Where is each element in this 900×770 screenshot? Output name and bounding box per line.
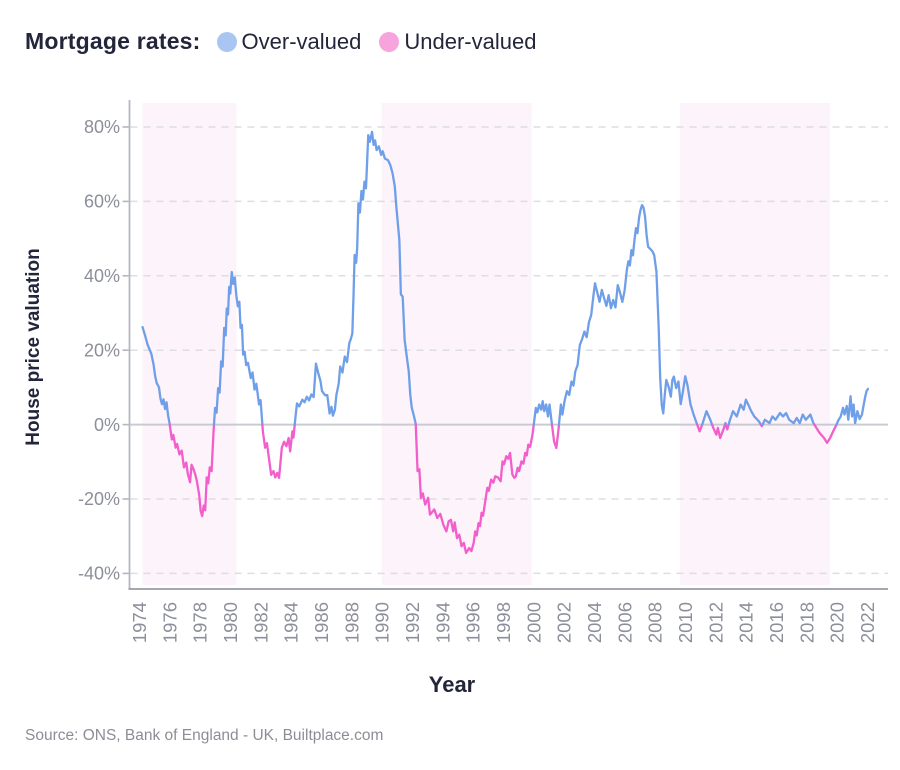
x-tick-label: 1996 (463, 602, 484, 643)
valuation-line-undervalued (813, 423, 838, 444)
valuation-line-overvalued (700, 410, 714, 426)
y-tick-label: -20% (78, 489, 120, 509)
valuation-line-overvalued (727, 398, 763, 426)
x-tick-label: 1988 (341, 602, 362, 643)
x-tick-label: 1982 (250, 602, 271, 643)
valuation-line-undervalued (414, 423, 535, 555)
x-tick-label: 2000 (523, 602, 544, 643)
legend-label-overvalued: Over-valued (241, 28, 362, 54)
x-tick-label: 2020 (827, 602, 848, 643)
valuation-line-undervalued (550, 423, 561, 450)
under-valued-band (142, 103, 237, 585)
x-tick-label: 2002 (554, 602, 575, 643)
legend-item-undervalued: Under-valued (379, 29, 536, 55)
y-tick-label: 60% (84, 192, 120, 212)
x-tick-label: 2022 (857, 602, 878, 643)
x-tick-label: 1998 (493, 602, 514, 643)
y-tick-label: 80% (84, 117, 120, 137)
under-valued-band (679, 103, 831, 585)
valuation-line-overvalued (532, 400, 554, 426)
legend-item-overvalued: Over-valued (216, 28, 362, 55)
valuation-line-undervalued (696, 423, 704, 433)
valuation-line-overvalued (293, 130, 417, 426)
x-tick-label: 2014 (736, 602, 757, 643)
x-tick-label: 1992 (402, 602, 423, 643)
legend-dot-undervalued-icon (379, 31, 400, 52)
valuation-line-overvalued (141, 325, 171, 426)
x-axis-title: Year (428, 672, 476, 697)
valuation-line-overvalued (212, 270, 264, 426)
y-axis-title: House price valuation (23, 248, 44, 446)
source-note: Source: ONS, Bank of England - UK, Built… (25, 727, 384, 744)
valuation-line-undervalued (261, 423, 296, 479)
valuation-line-overvalued (761, 411, 816, 426)
x-tick-label: 2018 (796, 602, 817, 643)
y-tick-label: -40% (78, 564, 120, 584)
legend-label-undervalued: Under-valued (404, 28, 537, 54)
chart-title: Mortgage rates: (25, 28, 201, 54)
x-tick-label: 1978 (190, 602, 211, 643)
x-tick-label: 1994 (432, 602, 453, 643)
x-tick-label: 1980 (220, 602, 241, 643)
legend: Over-valued Under-valued (216, 28, 555, 55)
y-tick-label: 20% (84, 340, 120, 360)
x-tick-label: 2004 (584, 602, 605, 643)
x-tick-label: 2008 (645, 602, 666, 643)
y-tick-label: 0% (94, 415, 120, 435)
x-tick-label: 2010 (675, 602, 696, 643)
x-tick-label: 1984 (281, 602, 302, 643)
x-tick-label: 2016 (766, 602, 787, 643)
valuation-line-undervalued (710, 423, 727, 440)
valuation-line-overvalued (835, 387, 870, 426)
x-tick-label: 1986 (311, 602, 332, 643)
y-tick-label: 40% (84, 266, 120, 286)
under-valued-band (381, 103, 532, 585)
valuation-line-undervalued (168, 423, 216, 518)
x-tick-label: 2006 (614, 602, 635, 643)
x-tick-label: 1990 (372, 602, 393, 643)
x-tick-label: 2012 (705, 602, 726, 643)
x-tick-label: 1976 (159, 602, 180, 643)
chart-header: Mortgage rates: Over-valued Under-valued (25, 28, 554, 55)
valuation-line-overvalued (557, 203, 699, 426)
legend-dot-overvalued-icon (216, 31, 237, 52)
x-tick-label: 1974 (129, 602, 150, 643)
valuation-line-undervalued (724, 423, 730, 431)
